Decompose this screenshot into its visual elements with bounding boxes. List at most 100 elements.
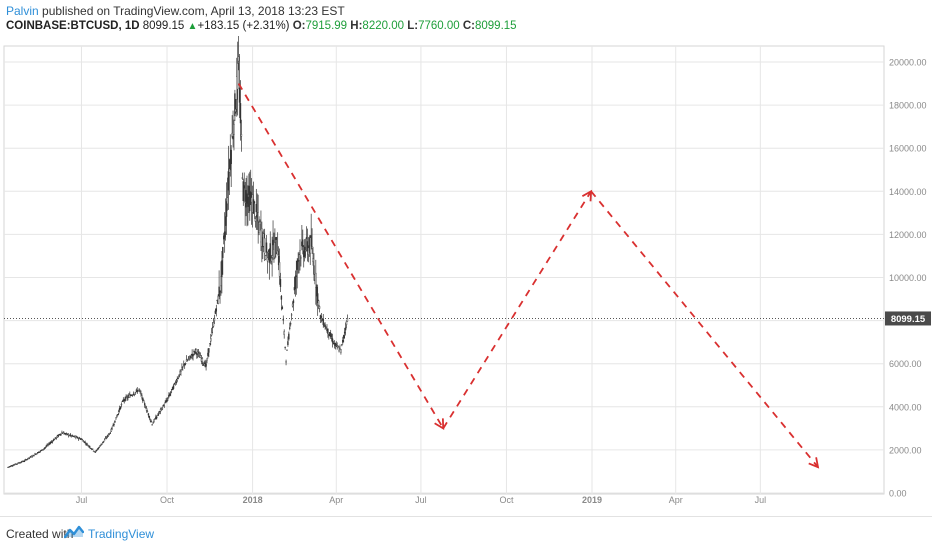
candle-body (98, 447, 100, 449)
candle-body (26, 458, 29, 460)
candle-body (274, 242, 276, 258)
y-tick-label: 6000.00 (889, 359, 922, 369)
candle-body (278, 262, 281, 277)
candle-body (148, 415, 151, 419)
tradingview-logo-icon[interactable] (64, 525, 84, 539)
candle-body (50, 442, 52, 444)
candle-body (49, 443, 51, 445)
candle-body (255, 203, 258, 213)
x-tick-label: 2019 (582, 495, 602, 505)
candle-body (341, 344, 343, 346)
candle-body (53, 438, 56, 440)
candle-body (224, 216, 227, 226)
candle-body (263, 237, 266, 254)
candle-body (134, 391, 137, 393)
candle-body (277, 256, 280, 266)
candle-body (172, 385, 175, 389)
candle-body (220, 276, 222, 287)
y-tick-label: 20000.00 (889, 58, 927, 68)
candle-body (257, 212, 259, 222)
candle-body (335, 343, 337, 345)
candle-body (176, 378, 178, 381)
symbol-name[interactable]: COINBASE:BTCUSD, 1D (6, 20, 140, 32)
candle-body (103, 440, 105, 442)
y-tick-label: 18000.00 (889, 101, 927, 111)
open-label: O: (292, 20, 306, 32)
candle-body (152, 422, 154, 424)
candle-body (312, 258, 314, 263)
price-chart[interactable]: 0.002000.004000.006000.008000.0010000.00… (0, 36, 932, 506)
candle-body (343, 331, 346, 334)
candle-body (111, 426, 113, 429)
author-link[interactable]: Palvin (6, 4, 39, 18)
candle-body (317, 300, 320, 306)
time-axis[interactable]: Jul Oct 2018 Apr Jul Oct 2019 Apr Jul (76, 495, 766, 505)
price-axis[interactable]: 0.002000.004000.006000.008000.0010000.00… (885, 58, 931, 499)
high-value: 8220.00 (362, 20, 404, 32)
candle-body (286, 349, 288, 351)
candle-body (109, 432, 111, 434)
candle-body (343, 335, 345, 339)
candle-body (51, 441, 53, 443)
candle-body (146, 411, 149, 413)
candle-body (164, 402, 166, 404)
candle-body (295, 275, 297, 277)
candle-body (206, 358, 208, 361)
candle-body (179, 371, 181, 375)
candle-body (139, 390, 141, 392)
candle-body (291, 303, 294, 307)
tradingview-brand-link[interactable]: TradingView (88, 527, 155, 541)
candle-body (258, 222, 260, 233)
candle-body (116, 416, 118, 418)
x-tick-label: 2018 (243, 495, 263, 505)
candle-body (127, 396, 129, 399)
candle-body (338, 350, 340, 352)
candle-body (313, 265, 315, 275)
plot-frame (3, 45, 885, 495)
candle-body (60, 433, 62, 435)
candle-body (340, 349, 342, 353)
candle-body (241, 177, 244, 179)
candle-body (240, 134, 243, 137)
candle-body (99, 445, 101, 447)
candle-body (269, 243, 271, 261)
candle-body (311, 246, 313, 249)
x-tick-label: Jul (76, 495, 88, 505)
candle-body (296, 260, 298, 270)
candle-body (329, 334, 332, 338)
candle-body (197, 351, 199, 354)
candle-body (190, 357, 192, 359)
candle-body (90, 447, 92, 449)
candle-body (28, 457, 31, 459)
candle-body (101, 443, 103, 445)
candle-body (20, 462, 22, 464)
candle-body (252, 199, 255, 214)
candle-body (233, 123, 235, 135)
candle-body (42, 449, 45, 451)
candle-body (169, 393, 171, 396)
candle-body (45, 446, 47, 448)
footer: Created with TradingView (0, 516, 932, 551)
low-value: 7760.00 (418, 20, 460, 32)
candle-body (210, 332, 213, 336)
candle-body (181, 367, 183, 370)
candle-body (316, 293, 319, 303)
projection-line (237, 83, 820, 469)
candle-body (337, 346, 339, 348)
candle-body (346, 318, 349, 322)
candle-body (97, 448, 99, 450)
x-tick-label: Oct (499, 495, 514, 505)
candle-body (210, 337, 212, 342)
x-tick-label: Oct (160, 495, 175, 505)
candle-body (150, 421, 152, 423)
candle-body (310, 235, 312, 247)
candle-body (297, 259, 299, 262)
high-label: H: (350, 20, 363, 32)
candle-body (67, 434, 70, 436)
candle-body (287, 341, 289, 346)
candle-body (47, 444, 49, 446)
candle-body (149, 419, 151, 421)
candle-body (137, 390, 139, 392)
grid-lines (3, 45, 885, 495)
candle-body (201, 358, 204, 363)
